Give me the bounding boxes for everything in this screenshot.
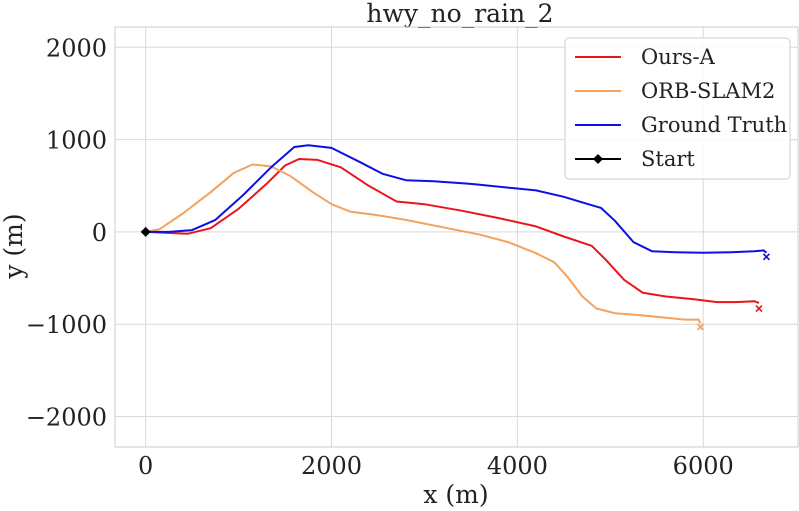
- y-tick-label: −1000: [26, 311, 107, 339]
- series-line: [145, 158, 760, 304]
- y-tick-label: 0: [92, 219, 107, 247]
- legend: Ours-A ORB-SLAM2 Ground Truth Start: [564, 37, 791, 180]
- start-marker: [140, 226, 151, 237]
- y-axis-label: y (m): [0, 213, 28, 279]
- x-axis-label: x (m): [423, 480, 488, 509]
- y-tick-label: 1000: [46, 127, 107, 155]
- legend-label: Ours-A: [641, 45, 716, 69]
- legend-label: Ground Truth: [641, 113, 787, 137]
- legend-marker: [593, 154, 603, 164]
- x-tick-label: 2000: [301, 452, 362, 480]
- legend-label: Start: [641, 147, 695, 171]
- y-tick-label: 2000: [46, 34, 107, 62]
- end-marker: [762, 253, 770, 261]
- x-tick-label: 0: [138, 452, 153, 480]
- legend-box: [564, 37, 791, 180]
- y-tick-label: −2000: [26, 404, 107, 432]
- legend-label: ORB-SLAM2: [641, 79, 775, 103]
- series-line: [145, 144, 768, 254]
- plot-frame: [114, 26, 799, 448]
- series-group: [140, 144, 770, 331]
- x-tick-label: 4000: [487, 452, 548, 480]
- end-marker: [755, 304, 763, 313]
- x-tick-label: 6000: [673, 452, 734, 480]
- series-line: [145, 163, 702, 324]
- end-marker: [696, 323, 704, 331]
- tick-labels: 0 2000 4000 6000 −2000 −1000 0 1000 2000: [26, 34, 734, 480]
- chart-title: hwy_no_rain_2: [366, 0, 553, 28]
